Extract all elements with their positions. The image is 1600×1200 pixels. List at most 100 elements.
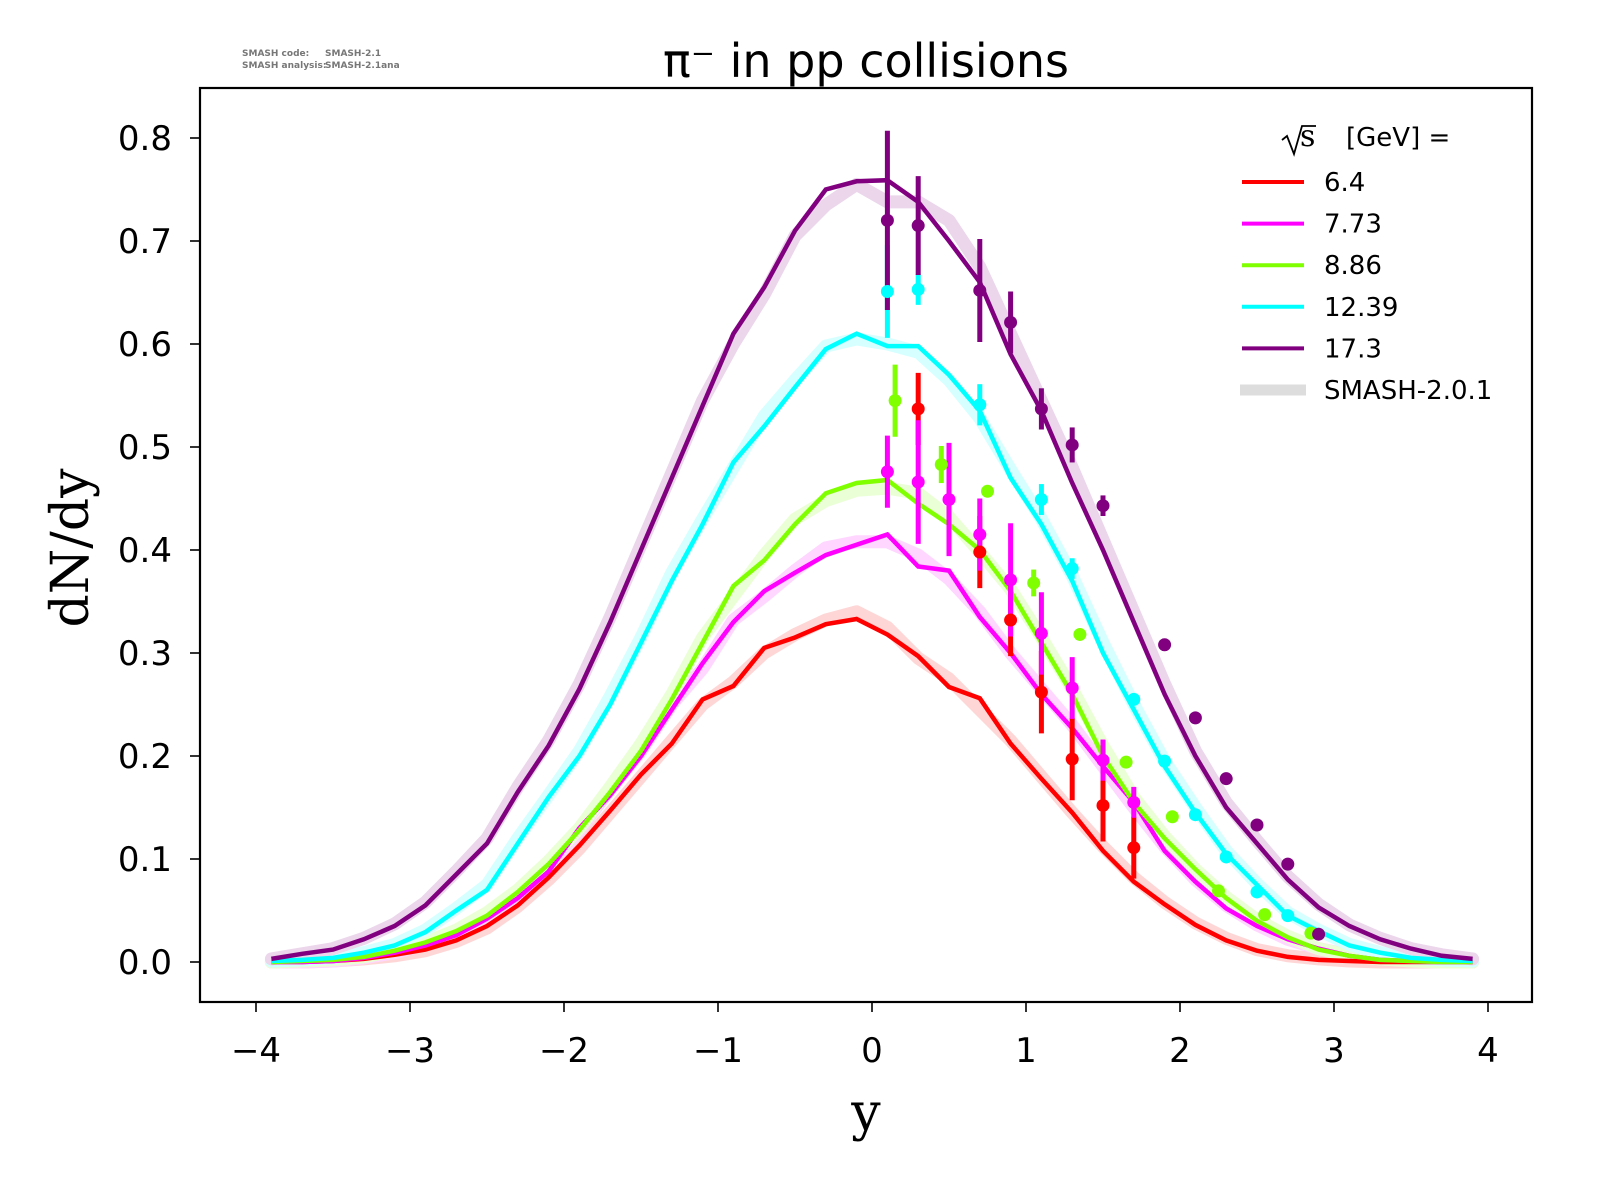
legend-title: s [GeV] = <box>1281 119 1450 157</box>
data-point-sqrt-s-8-86 <box>1073 627 1087 641</box>
reference-bands <box>264 177 1480 969</box>
sqrt-icon <box>1281 125 1316 157</box>
x-tick-label: −2 <box>539 1031 589 1071</box>
y-axis-label: dN/dy <box>41 468 101 628</box>
data-point-sqrt-s-8-86 <box>981 484 994 498</box>
legend-entry-sqrt-s-12-39: 12.39 <box>1242 293 1398 323</box>
data-point-sqrt-s-12-39 <box>880 284 894 298</box>
y-tick-label: 0.8 <box>118 119 172 159</box>
data-point-sqrt-s-6-4 <box>1096 798 1110 812</box>
y-tick-label: 0.6 <box>118 325 172 365</box>
model-line-sqrt-s-7-73 <box>271 531 1473 965</box>
data-point-sqrt-s-7-73 <box>1065 681 1079 695</box>
reference-band-sqrt-s-17-3 <box>264 177 1480 966</box>
meta-analysis-value: SMASH-2.1ana <box>325 61 400 71</box>
data-point-sqrt-s-8-86 <box>888 394 902 408</box>
y-axis: 0.0 0.1 0.2 0.3 0.4 0.5 0.6 0.7 0.8 <box>118 119 200 983</box>
meta-analysis-label: SMASH analysis: <box>242 61 326 71</box>
x-tick-label: −1 <box>693 1031 743 1071</box>
data-point-sqrt-s-17-3 <box>880 213 894 227</box>
data-point-sqrt-s-6-4 <box>973 545 987 559</box>
x-tick-label: −3 <box>385 1031 435 1071</box>
data-point-sqrt-s-17-3 <box>1034 402 1048 416</box>
y-tick-label: 0.1 <box>118 840 172 880</box>
x-tick-label: 3 <box>1323 1031 1345 1071</box>
data-point-sqrt-s-17-3 <box>1158 638 1172 652</box>
legend-title-unit: [GeV] = <box>1346 123 1450 153</box>
data-point-sqrt-s-8-86 <box>934 458 948 472</box>
data-point-sqrt-s-8-86 <box>1119 755 1133 769</box>
data-point-sqrt-s-12-39 <box>1034 493 1048 507</box>
data-point-sqrt-s-17-3 <box>1250 818 1264 832</box>
data-point-sqrt-s-17-3 <box>1004 315 1018 329</box>
data-point-sqrt-s-12-39 <box>1250 885 1264 899</box>
data-points <box>880 213 1326 941</box>
data-point-sqrt-s-17-3 <box>1065 438 1079 452</box>
data-point-sqrt-s-7-73 <box>1004 573 1018 587</box>
legend-title-sqrt-arg: s <box>1300 119 1315 154</box>
data-point-sqrt-s-6-4 <box>1004 613 1018 627</box>
x-tick-label: 0 <box>861 1031 883 1071</box>
data-point-sqrt-s-7-73 <box>1034 626 1048 640</box>
data-point-sqrt-s-6-4 <box>1034 685 1048 699</box>
meta-code-label: SMASH code: <box>242 49 309 59</box>
y-tick-label: 0.7 <box>118 222 172 262</box>
data-point-sqrt-s-12-39 <box>1188 808 1202 822</box>
y-tick-label: 0.2 <box>118 737 172 777</box>
model-lines <box>271 177 1473 965</box>
data-point-sqrt-s-8-86 <box>1212 884 1225 898</box>
data-point-sqrt-s-12-39 <box>973 398 987 412</box>
data-point-sqrt-s-17-3 <box>1188 711 1202 725</box>
data-point-sqrt-s-7-73 <box>1127 795 1141 809</box>
x-tick-label: 4 <box>1477 1031 1499 1071</box>
y-tick-label: 0.3 <box>118 634 172 674</box>
data-point-sqrt-s-12-39 <box>1281 909 1295 923</box>
data-point-sqrt-s-6-4 <box>911 402 925 416</box>
model-line-sqrt-s-8-86 <box>271 477 1473 965</box>
data-point-sqrt-s-6-4 <box>1127 841 1141 855</box>
data-point-sqrt-s-17-3 <box>1096 499 1110 513</box>
legend-entry-reference: SMASH-2.0.1 <box>1240 376 1492 406</box>
data-point-sqrt-s-7-73 <box>942 493 956 507</box>
legend: s [GeV] = 6.4 7.73 8.86 12.39 17.3 SMASH-2.0.… <box>1240 119 1492 406</box>
data-point-sqrt-s-7-73 <box>973 528 987 542</box>
data-point-sqrt-s-7-73 <box>1096 753 1110 767</box>
legend-entry-sqrt-s-8-86: 8.86 <box>1242 251 1382 281</box>
legend-entry-sqrt-s-6-4: 6.4 <box>1242 168 1365 198</box>
model-line-sqrt-s-6-4 <box>271 616 1473 965</box>
x-axis: −4 −3 −2 −1 0 1 2 3 4 <box>231 1002 1499 1071</box>
data-point-sqrt-s-12-39 <box>1219 850 1233 864</box>
y-tick-label: 0.4 <box>118 531 172 571</box>
legend-entry-sqrt-s-17-3: 17.3 <box>1242 334 1382 364</box>
y-tick-label: 0.0 <box>118 943 172 983</box>
y-tick-label: 0.5 <box>118 428 172 468</box>
data-point-sqrt-s-8-86 <box>1258 908 1272 922</box>
legend-label: 12.39 <box>1324 293 1398 323</box>
x-tick-label: 1 <box>1015 1031 1037 1071</box>
legend-label: SMASH-2.0.1 <box>1324 376 1492 406</box>
data-point-sqrt-s-12-39 <box>1127 692 1141 706</box>
legend-entry-sqrt-s-7-73: 7.73 <box>1242 210 1382 240</box>
plot-frame <box>198 86 1534 1004</box>
reference-band-sqrt-s-7-73 <box>264 535 1480 969</box>
reference-band-sqrt-s-8-86 <box>264 481 1480 969</box>
x-tick-label: 2 <box>1169 1031 1191 1071</box>
software-version-stamp: SMASH code: SMASH-2.1 SMASH analysis: SM… <box>242 49 400 71</box>
legend-label: 8.86 <box>1324 251 1382 281</box>
data-point-sqrt-s-6-4 <box>1065 752 1079 766</box>
x-tick-label: −4 <box>231 1031 281 1071</box>
data-point-sqrt-s-17-3 <box>1281 857 1295 871</box>
model-line-sqrt-s-17-3 <box>271 177 1473 962</box>
data-point-sqrt-s-17-3 <box>911 219 925 233</box>
data-point-sqrt-s-8-86 <box>1165 810 1179 824</box>
data-point-sqrt-s-12-39 <box>1158 754 1172 768</box>
legend-label: 6.4 <box>1324 168 1365 198</box>
data-point-sqrt-s-17-3 <box>973 283 987 297</box>
legend-label: 7.73 <box>1324 210 1382 240</box>
data-point-sqrt-s-17-3 <box>1312 927 1326 941</box>
data-point-sqrt-s-8-86 <box>1027 576 1041 590</box>
model-line-sqrt-s-12-39 <box>271 331 1473 964</box>
legend-label: 17.3 <box>1324 334 1382 364</box>
data-point-sqrt-s-12-39 <box>911 282 925 296</box>
